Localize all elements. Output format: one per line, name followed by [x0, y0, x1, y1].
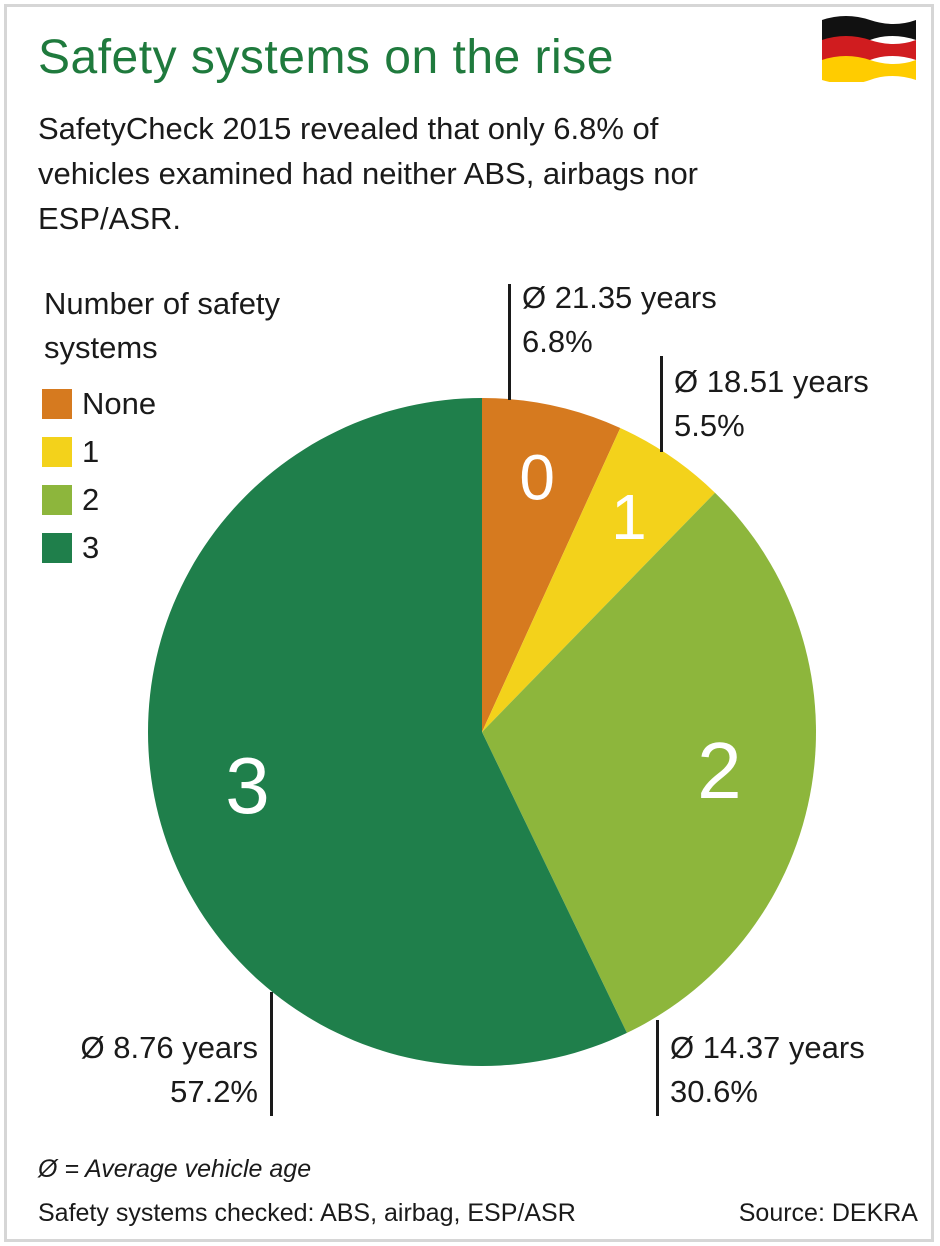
age-label: Ø 21.35 years [522, 280, 717, 315]
legend-item-none: None [42, 386, 156, 422]
legend-item-2: 2 [42, 482, 99, 518]
leader-line-3 [270, 992, 273, 1116]
infographic-frame [4, 4, 934, 1242]
annotation-2: Ø 14.37 years 30.6% [670, 1026, 865, 1114]
germany-flag-icon [822, 16, 916, 82]
legend-label: 1 [82, 434, 100, 469]
leader-line-0 [508, 284, 511, 400]
value-label: 57.2% [170, 1074, 258, 1109]
annotation-3: Ø 8.76 years 57.2% [30, 1026, 258, 1114]
age-label: Ø 8.76 years [80, 1030, 258, 1065]
annotation-1: Ø 18.51 years 5.5% [674, 360, 869, 448]
footer-source: Source: DEKRA [738, 1199, 918, 1227]
footer-note: Ø = Average vehicle age [38, 1155, 312, 1183]
legend-item-3: 3 [42, 530, 99, 566]
age-label: Ø 18.51 years [674, 364, 869, 399]
footer-checked: Safety systems checked: ABS, airbag, ESP… [38, 1199, 576, 1227]
value-label: 5.5% [674, 408, 745, 443]
legend-swatch [42, 485, 72, 515]
legend-title: Number of safety systems [44, 286, 281, 365]
leader-line-1 [660, 356, 663, 452]
legend-swatch [42, 389, 72, 419]
legend-item-1: 1 [42, 434, 99, 470]
value-label: 30.6% [670, 1074, 758, 1109]
age-label: Ø 14.37 years [670, 1030, 865, 1065]
legend-label: None [82, 386, 157, 421]
subtitle: SafetyCheck 2015 revealed that only 6.8%… [38, 111, 699, 236]
page-title: Safety systems on the rise [38, 31, 614, 84]
leader-line-2 [656, 1020, 659, 1116]
legend-label: 2 [82, 482, 100, 517]
legend-swatch [42, 533, 72, 563]
value-label: 6.8% [522, 324, 593, 359]
legend-swatch [42, 437, 72, 467]
legend-label: 3 [82, 530, 100, 565]
annotation-0: Ø 21.35 years 6.8% [522, 276, 717, 364]
